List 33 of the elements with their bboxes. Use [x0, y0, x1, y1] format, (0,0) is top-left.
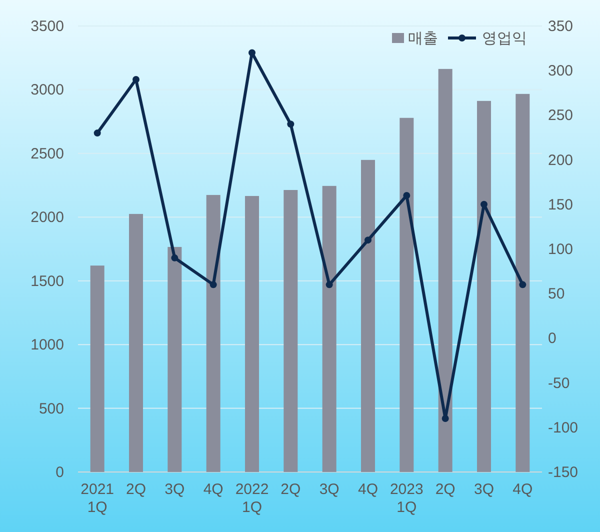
- y-tick-label: 2000: [30, 209, 64, 226]
- x-tick-label: 4Q: [358, 481, 378, 498]
- y-tick-label: 3500: [30, 18, 64, 35]
- y2-tick-label: 250: [548, 107, 574, 124]
- y-tick-label: 2500: [30, 145, 64, 162]
- x-tick-label: 2021 1Q: [80, 481, 114, 516]
- y2-tick-label: 300: [548, 62, 574, 80]
- y2-tick-label: 350: [548, 18, 574, 35]
- x-tick-label: 3Q: [474, 481, 494, 498]
- x-tick-label: 2Q: [435, 481, 456, 498]
- x-tick-label: 2023 1Q: [390, 481, 424, 516]
- x-tick-label: 4Q: [203, 481, 224, 498]
- x-tick-label: 4Q: [512, 481, 533, 498]
- y2-tick-label: 0: [548, 330, 556, 348]
- x-tick-label: 2Q: [280, 481, 301, 498]
- x-tick-label: 2022 1Q: [235, 481, 269, 516]
- y2-tick-label: -150: [548, 464, 578, 481]
- y2-tick-label: 100: [548, 241, 574, 258]
- y2-tick-label: -50: [548, 374, 570, 392]
- legend-label: 영업익: [482, 30, 527, 47]
- x-tick-label: 2Q: [126, 481, 146, 498]
- y-tick-label: 500: [38, 400, 64, 418]
- y2-tick-label: -100: [548, 419, 578, 436]
- legend-label: 매출: [408, 30, 438, 47]
- y-tick-label: 3000: [30, 82, 64, 99]
- y2-tick-label: 150: [548, 196, 574, 214]
- y2-tick-label: 200: [548, 152, 574, 169]
- y-tick-label: 1500: [30, 272, 64, 290]
- y-tick-label: 0: [56, 464, 64, 481]
- x-tick-label: 3Q: [319, 481, 340, 498]
- y-tick-label: 1000: [30, 336, 64, 354]
- x-tick-label: 3Q: [164, 481, 185, 498]
- y2-tick-label: 50: [548, 286, 565, 303]
